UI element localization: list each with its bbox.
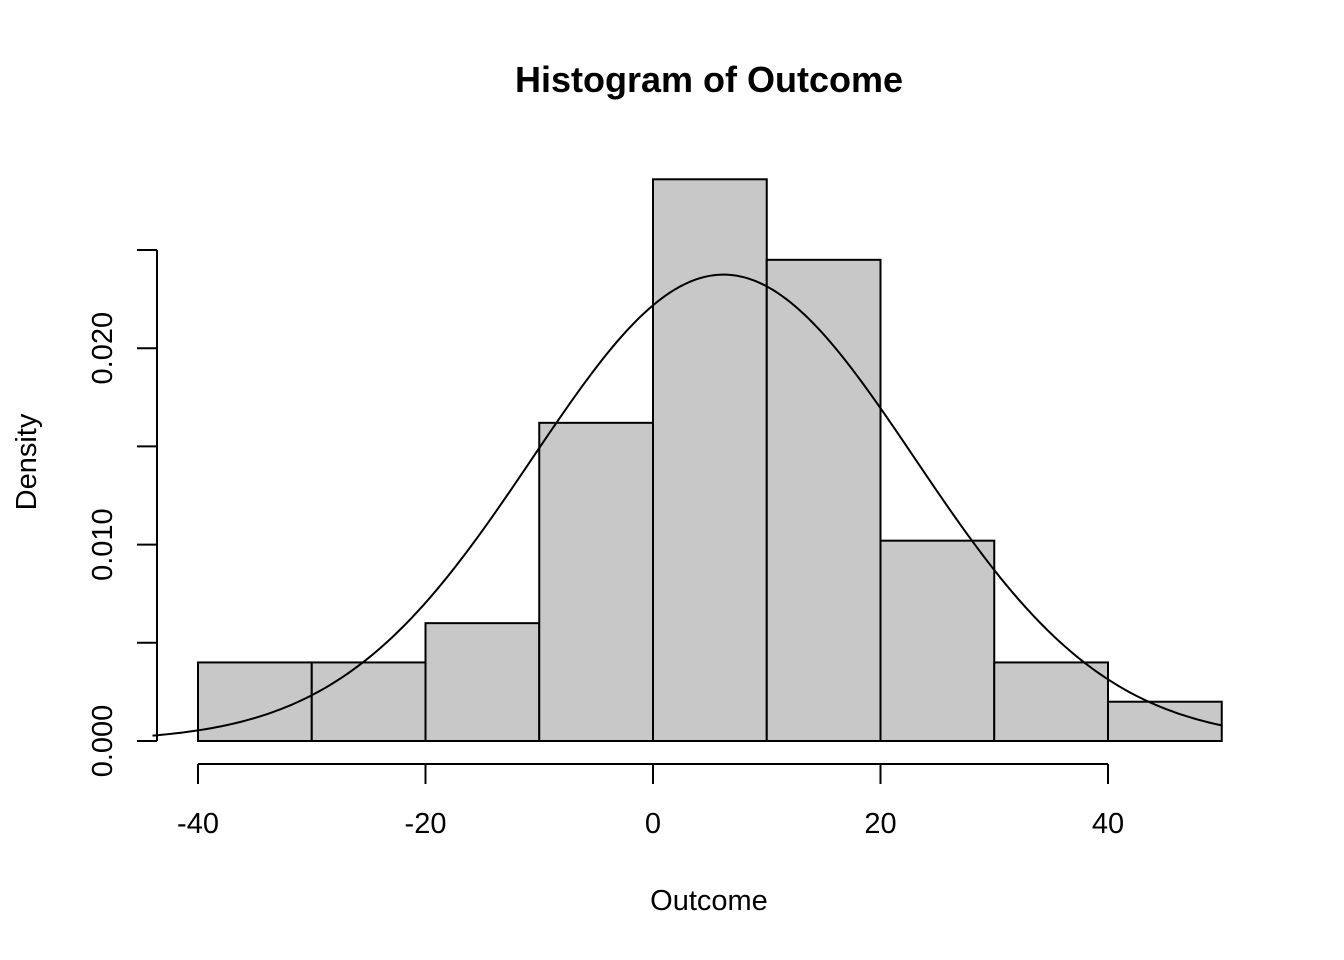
histogram-bar	[765, 258, 882, 742]
y-tick-label: 0.020	[87, 312, 119, 385]
y-axis: 0.000 0.010 0.020	[87, 249, 158, 778]
histogram-bar	[652, 178, 768, 742]
histogram-bar	[879, 539, 996, 742]
bars-group	[197, 178, 1223, 742]
x-tick-label: 40	[1092, 808, 1124, 840]
chart-title: Histogram of Outcome	[515, 59, 903, 100]
y-axis-label: Density	[11, 413, 43, 510]
histogram-bar	[310, 661, 427, 742]
x-tick-label: 20	[864, 808, 896, 840]
x-tick-label: -20	[405, 808, 447, 840]
y-tick-label: 0.000	[87, 705, 119, 778]
x-tick-label: -40	[177, 808, 219, 840]
y-tick-label: 0.010	[87, 508, 119, 581]
histogram-bar	[424, 622, 541, 742]
density-curve	[152, 273, 1222, 737]
histogram-bar	[993, 661, 1109, 742]
x-axis-label: Outcome	[650, 885, 768, 917]
histogram-bar	[197, 661, 313, 742]
histogram-bar	[538, 421, 654, 742]
x-tick-label: 0	[645, 808, 661, 840]
x-axis: -40 -20 0 20 40	[177, 763, 1124, 840]
